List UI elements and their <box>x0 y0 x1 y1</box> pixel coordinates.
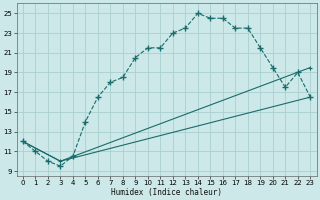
X-axis label: Humidex (Indice chaleur): Humidex (Indice chaleur) <box>111 188 222 197</box>
